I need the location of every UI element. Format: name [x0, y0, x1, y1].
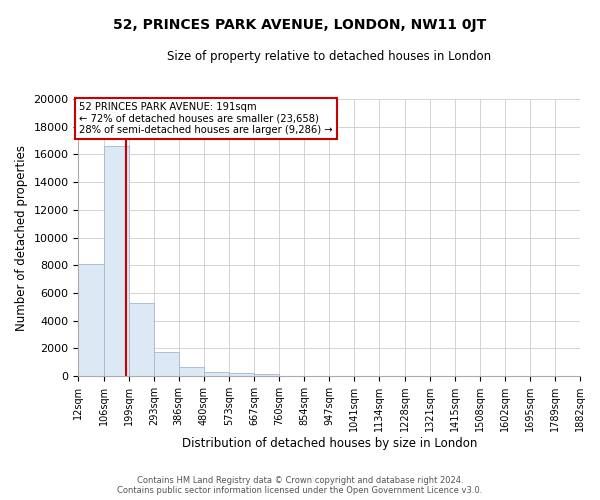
Bar: [154, 352, 179, 376]
Y-axis label: Number of detached properties: Number of detached properties: [15, 144, 28, 330]
Bar: [229, 374, 254, 376]
Text: Contains HM Land Registry data © Crown copyright and database right 2024.
Contai: Contains HM Land Registry data © Crown c…: [118, 476, 482, 495]
Text: 52 PRINCES PARK AVENUE: 191sqm
← 72% of detached houses are smaller (23,658)
28%: 52 PRINCES PARK AVENUE: 191sqm ← 72% of …: [79, 102, 333, 135]
Bar: [128, 302, 154, 376]
Title: Size of property relative to detached houses in London: Size of property relative to detached ho…: [167, 50, 491, 63]
Bar: [104, 146, 128, 376]
Bar: [79, 264, 104, 376]
Bar: [254, 374, 279, 376]
X-axis label: Distribution of detached houses by size in London: Distribution of detached houses by size …: [182, 437, 477, 450]
Bar: [204, 372, 229, 376]
Text: 52, PRINCES PARK AVENUE, LONDON, NW11 0JT: 52, PRINCES PARK AVENUE, LONDON, NW11 0J…: [113, 18, 487, 32]
Bar: [179, 366, 204, 376]
